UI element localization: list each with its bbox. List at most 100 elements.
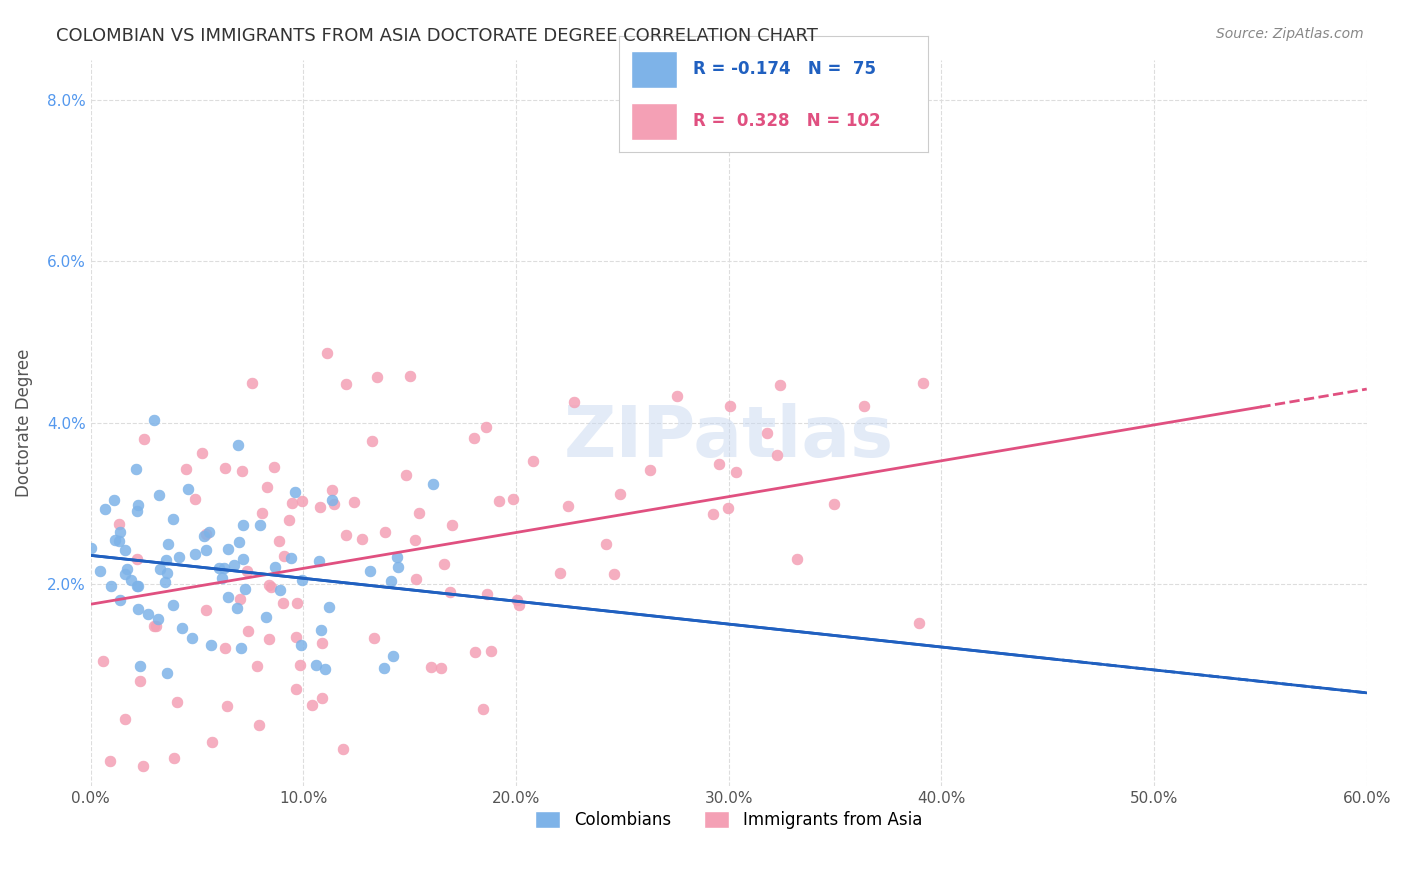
Point (156, 566, 179, 580)
Point (315, 346, 337, 360)
Point (136, 607, 159, 622)
Text: Source: ZipAtlas.com: Source: ZipAtlas.com (1216, 27, 1364, 41)
Point (290, 638, 312, 652)
Point (146, 612, 169, 626)
Point (229, 641, 252, 656)
Point (217, 591, 239, 605)
Point (263, 460, 285, 475)
Point (311, 636, 333, 650)
Point (89, 565, 111, 579)
Point (256, 480, 278, 494)
Point (162, 599, 184, 613)
Point (142, 413, 165, 427)
Point (360, 434, 382, 448)
Point (464, 645, 486, 659)
Point (240, 376, 263, 390)
Point (640, 463, 662, 477)
Point (404, 533, 426, 547)
Point (114, 543, 136, 558)
Point (172, 621, 194, 635)
Point (280, 496, 302, 510)
Point (505, 593, 527, 607)
Point (269, 534, 291, 549)
Point (311, 623, 333, 637)
Point (308, 554, 330, 568)
Point (108, 525, 131, 540)
Text: ZIPatlas: ZIPatlas (564, 402, 894, 472)
Point (94, 501, 117, 516)
Point (374, 525, 396, 540)
Point (301, 698, 323, 713)
Point (228, 592, 250, 607)
Point (142, 618, 165, 632)
Point (768, 377, 790, 392)
Point (602, 567, 624, 582)
Point (385, 550, 408, 565)
FancyBboxPatch shape (631, 103, 678, 140)
Point (260, 580, 283, 594)
Point (399, 368, 422, 383)
Point (212, 561, 235, 575)
Point (278, 513, 301, 527)
Point (382, 649, 405, 664)
Point (125, 462, 148, 476)
Point (110, 593, 132, 607)
Point (488, 493, 510, 508)
Point (108, 533, 131, 548)
Point (214, 641, 236, 656)
Point (702, 507, 724, 521)
Point (335, 528, 357, 542)
Point (311, 691, 333, 706)
Point (359, 564, 381, 578)
Point (125, 579, 148, 593)
Text: COLOMBIAN VS IMMIGRANTS FROM ASIA DOCTORATE DEGREE CORRELATION CHART: COLOMBIAN VS IMMIGRANTS FROM ASIA DOCTOR… (56, 27, 818, 45)
Point (766, 448, 789, 462)
Point (718, 399, 741, 413)
Point (475, 419, 498, 434)
Point (153, 575, 176, 590)
Point (236, 624, 259, 638)
Point (193, 529, 215, 543)
Point (246, 659, 269, 673)
Point (786, 552, 808, 566)
Point (908, 615, 931, 630)
Point (174, 462, 197, 476)
Point (232, 551, 254, 566)
Point (264, 560, 287, 574)
Point (200, 639, 222, 653)
Text: R = -0.174   N =  75: R = -0.174 N = 75 (693, 61, 876, 78)
Point (127, 601, 149, 615)
Point (198, 525, 221, 540)
Point (231, 464, 253, 478)
Point (321, 493, 343, 508)
Point (291, 573, 314, 587)
Point (103, 492, 125, 507)
Legend: Colombians, Immigrants from Asia: Colombians, Immigrants from Asia (529, 804, 928, 836)
Point (233, 582, 256, 596)
Point (380, 574, 402, 588)
Point (318, 600, 340, 615)
Point (373, 661, 395, 675)
Point (114, 712, 136, 726)
Point (259, 578, 281, 592)
Point (419, 660, 441, 674)
Point (291, 494, 314, 508)
Point (214, 461, 236, 475)
Point (321, 483, 343, 498)
Point (80, 541, 103, 555)
Point (211, 571, 233, 585)
Point (335, 376, 357, 391)
Point (717, 501, 740, 516)
Point (271, 596, 294, 610)
Point (756, 425, 779, 440)
Point (288, 657, 311, 672)
Point (665, 389, 688, 403)
Point (440, 517, 463, 532)
Point (254, 610, 277, 624)
Point (284, 630, 307, 644)
Point (104, 533, 127, 547)
Point (127, 499, 149, 513)
Point (156, 665, 179, 680)
Point (98, 754, 121, 768)
Point (352, 533, 374, 547)
